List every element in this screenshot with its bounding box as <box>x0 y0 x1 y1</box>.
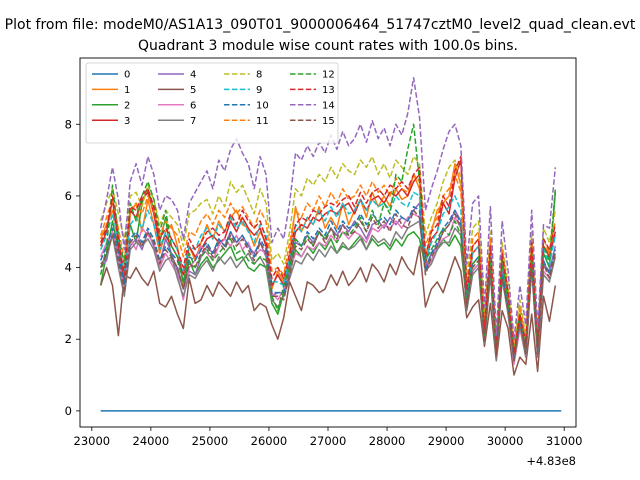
y-tick-label: 4 <box>65 261 72 275</box>
legend-label-8: 8 <box>256 70 262 81</box>
legend-label-13: 13 <box>322 85 335 96</box>
legend-label-6: 6 <box>190 100 196 111</box>
x-offset-label: +4.83e8 <box>526 454 576 468</box>
legend-box <box>85 62 339 144</box>
legend-label-14: 14 <box>322 100 335 111</box>
x-tick-label: 25000 <box>192 434 229 448</box>
legend-label-2: 2 <box>124 100 130 111</box>
chart-title: Quadrant 3 module wise count rates with … <box>138 38 518 54</box>
legend-label-15: 15 <box>322 116 335 127</box>
y-tick-label: 0 <box>65 404 72 418</box>
legend-label-11: 11 <box>256 116 269 127</box>
legend-label-1: 1 <box>124 85 130 96</box>
legend-label-3: 3 <box>124 116 130 127</box>
series-line-14 <box>99 76 557 340</box>
series-line-12 <box>99 123 557 355</box>
legend-label-5: 5 <box>190 85 196 96</box>
x-tick-label: 28000 <box>369 434 406 448</box>
series-line-11 <box>99 173 557 351</box>
y-tick-label: 8 <box>65 117 72 131</box>
legend-label-9: 9 <box>256 85 262 96</box>
legend-label-10: 10 <box>256 100 269 111</box>
x-tick-label: 23000 <box>74 434 111 448</box>
x-tick-label: 27000 <box>310 434 347 448</box>
suptitle: Plot from file: modeM0/AS1A13_090T01_900… <box>5 17 636 33</box>
legend-label-12: 12 <box>322 70 335 81</box>
x-tick-label: 31000 <box>546 434 583 448</box>
x-tick-label: 24000 <box>133 434 170 448</box>
y-tick-label: 2 <box>65 332 72 346</box>
x-tick-label: 30000 <box>487 434 524 448</box>
legend-label-0: 0 <box>124 70 130 81</box>
x-axis: 23000 24000 25000 26000 27000 28000 29000 30000… <box>74 427 583 448</box>
y-tick-label: 6 <box>65 189 72 203</box>
x-tick-label: 26000 <box>251 434 288 448</box>
y-axis: 0 2 4 6 8 <box>65 117 80 418</box>
plot-area <box>99 76 562 412</box>
legend-label-4: 4 <box>190 70 196 81</box>
x-tick-label: 29000 <box>428 434 465 448</box>
series-line-15 <box>99 209 557 362</box>
series-line-13 <box>99 155 557 355</box>
legend-label-7: 7 <box>190 116 196 127</box>
series-line-5 <box>99 245 557 376</box>
